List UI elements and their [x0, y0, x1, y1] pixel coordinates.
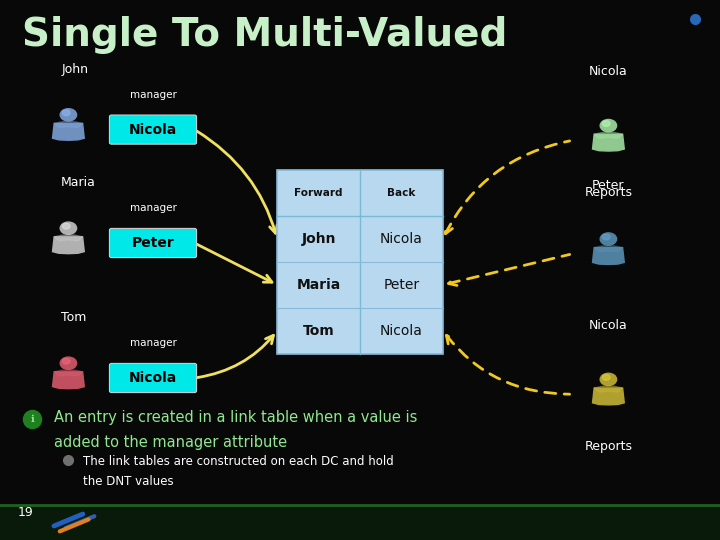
FancyBboxPatch shape	[277, 170, 443, 354]
Text: Nicola: Nicola	[589, 65, 628, 78]
Polygon shape	[593, 134, 624, 151]
Circle shape	[60, 357, 76, 369]
Circle shape	[603, 121, 610, 126]
Text: Nicola: Nicola	[129, 123, 177, 137]
Text: John: John	[302, 232, 336, 246]
Polygon shape	[53, 372, 84, 389]
Polygon shape	[54, 370, 83, 376]
Text: John: John	[61, 63, 89, 76]
Text: Maria: Maria	[297, 278, 341, 292]
Circle shape	[63, 224, 70, 229]
Circle shape	[603, 234, 610, 240]
Text: Forward: Forward	[294, 188, 343, 198]
FancyBboxPatch shape	[109, 228, 197, 258]
Text: Tom: Tom	[302, 324, 335, 338]
Text: manager: manager	[130, 203, 176, 213]
Text: the DNT values: the DNT values	[83, 475, 174, 488]
Text: Maria: Maria	[61, 176, 96, 189]
FancyBboxPatch shape	[109, 363, 197, 393]
Circle shape	[60, 222, 76, 234]
Text: Peter: Peter	[592, 179, 625, 192]
Polygon shape	[53, 237, 84, 254]
Polygon shape	[54, 235, 83, 241]
Text: Single To Multi-Valued: Single To Multi-Valued	[22, 16, 507, 54]
Text: Back: Back	[387, 188, 415, 198]
Polygon shape	[594, 246, 623, 252]
Text: Peter: Peter	[383, 278, 420, 292]
Polygon shape	[594, 386, 623, 392]
Text: Nicola: Nicola	[129, 371, 177, 385]
Text: Nicola: Nicola	[380, 232, 423, 246]
Bar	[0, 505, 720, 540]
Text: manager: manager	[130, 338, 176, 348]
Circle shape	[600, 119, 616, 132]
Text: Nicola: Nicola	[380, 324, 423, 338]
Text: 19: 19	[18, 507, 34, 519]
Text: Nicola: Nicola	[589, 319, 628, 332]
Text: Peter: Peter	[132, 236, 174, 250]
Polygon shape	[54, 122, 83, 127]
Text: added to the manager attribute: added to the manager attribute	[54, 435, 287, 450]
Text: Reports: Reports	[585, 440, 632, 453]
Circle shape	[63, 359, 70, 364]
Circle shape	[63, 110, 70, 116]
Text: manager: manager	[130, 90, 176, 100]
Text: An entry is created in a link table when a value is: An entry is created in a link table when…	[54, 410, 418, 426]
Text: ℹ: ℹ	[30, 414, 35, 423]
Text: Tom: Tom	[61, 311, 86, 324]
Circle shape	[600, 233, 616, 245]
Polygon shape	[593, 388, 624, 405]
Circle shape	[600, 373, 616, 386]
Circle shape	[603, 375, 610, 380]
Polygon shape	[53, 124, 84, 140]
FancyBboxPatch shape	[109, 115, 197, 144]
Polygon shape	[593, 248, 624, 265]
Text: Reports: Reports	[585, 186, 632, 199]
Circle shape	[60, 109, 76, 121]
Polygon shape	[594, 132, 623, 138]
Text: The link tables are constructed on each DC and hold: The link tables are constructed on each …	[83, 455, 394, 468]
